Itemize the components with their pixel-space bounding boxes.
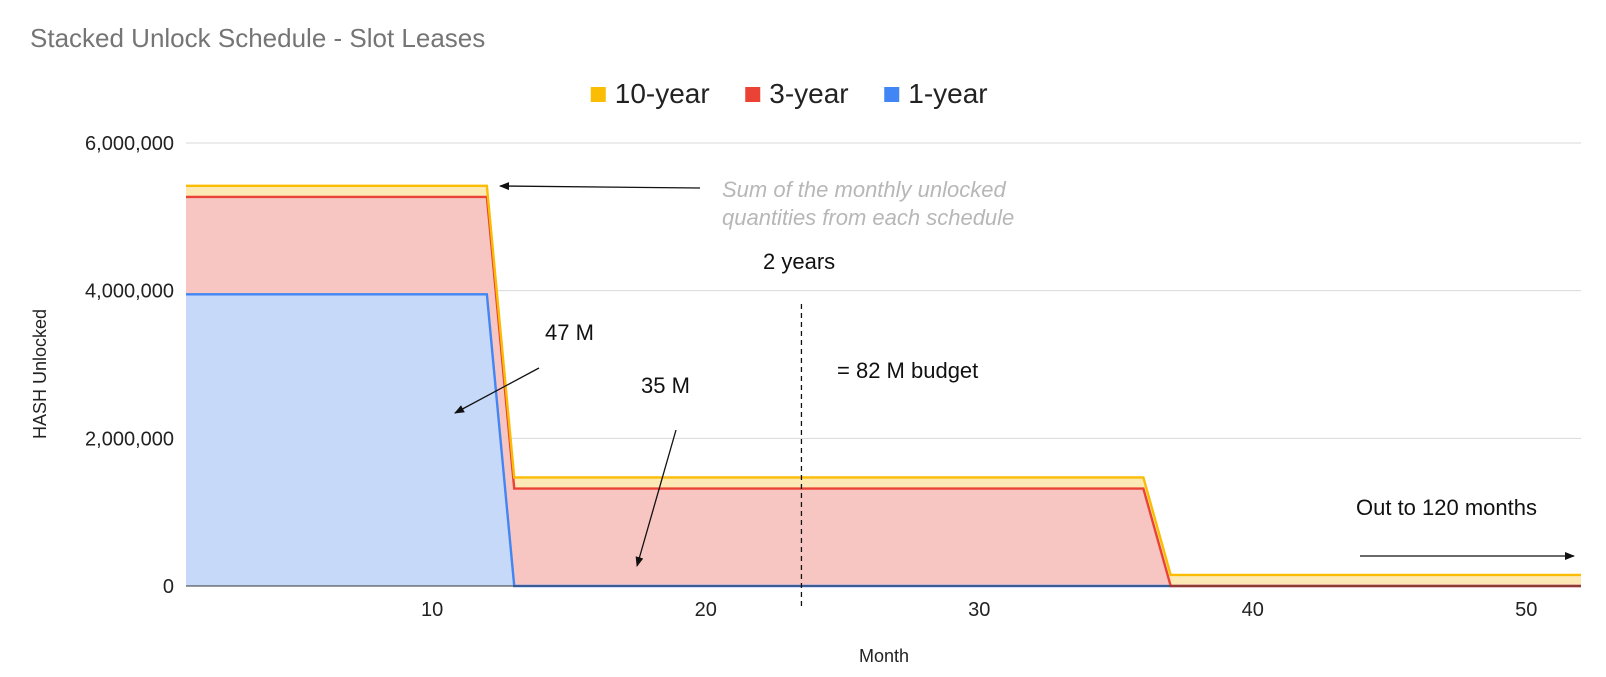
area-10-year <box>186 185 1581 586</box>
x-tick-label-2: 30 <box>968 599 990 621</box>
area-1-year <box>186 294 1581 586</box>
budget-label: = 82 M budget <box>837 358 978 383</box>
marker-label: 2 years <box>763 249 835 274</box>
sum-note-line2: quantities from each schedule <box>722 205 1014 230</box>
x-axis-label: Month <box>859 646 909 666</box>
chart-title: Stacked Unlock Schedule - Slot Leases <box>30 23 485 53</box>
out-to-label: Out to 120 months <box>1356 495 1537 520</box>
sum-note-line1: Sum of the monthly unlocked <box>722 177 1006 202</box>
y-tick-label-1: 2,000,000 <box>85 428 174 450</box>
label-47m: 47 M <box>545 320 594 345</box>
plot-area <box>186 185 1581 587</box>
y-axis-label: HASH Unlocked <box>30 309 50 439</box>
arrow-47m <box>454 367 540 414</box>
label-35m: 35 M <box>641 373 690 398</box>
legend-swatch-0 <box>590 87 606 102</box>
legend-swatch-1 <box>745 87 761 102</box>
annotations: Sum of the monthly unlocked quantities f… <box>454 177 1575 610</box>
x-tick-label-0: 10 <box>421 599 443 621</box>
arrow-to-sum <box>499 182 701 191</box>
legend-swatch-2 <box>884 87 900 102</box>
legend-label-1: 3-year <box>769 78 848 109</box>
y-tick-label-3: 6,000,000 <box>85 133 174 155</box>
legend-label-2: 1-year <box>908 78 987 109</box>
legend: 10-year 3-year 1-year <box>590 78 988 109</box>
x-tick-label-3: 40 <box>1242 599 1264 621</box>
legend-label-0: 10-year <box>615 78 710 109</box>
axes: 0 2,000,000 4,000,000 6,000,000 10 20 30 40 50 <box>85 133 1581 621</box>
arrow-35m <box>635 429 677 567</box>
y-tick-label-0: 0 <box>163 576 174 598</box>
x-tick-label-4: 50 <box>1515 599 1537 621</box>
y-tick-label-2: 4,000,000 <box>85 281 174 303</box>
x-tick-label-1: 20 <box>695 599 717 621</box>
line-10-year <box>186 184 1581 577</box>
